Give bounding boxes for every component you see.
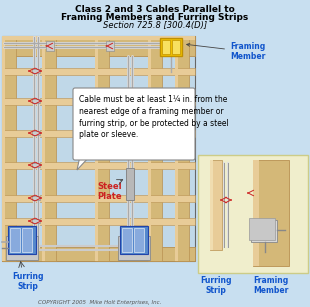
Bar (2, 98, 195, 105)
Bar (172, 40, 180, 54)
Bar (32, 69, 40, 73)
Text: Furring
Strip: Furring Strip (200, 276, 232, 295)
Bar (2, 36, 195, 40)
Bar (42, 36, 56, 261)
Bar (22, 228, 32, 252)
Bar (95, 36, 109, 261)
Text: Class 2 and 3 Cables Parallel to: Class 2 and 3 Cables Parallel to (75, 5, 235, 14)
Bar (32, 219, 40, 223)
Bar (2, 218, 195, 225)
Bar (134, 228, 144, 252)
Text: Furring
Strip: Furring Strip (12, 272, 44, 291)
FancyBboxPatch shape (73, 88, 195, 160)
Bar (42, 36, 45, 261)
Text: Framing
Member: Framing Member (187, 42, 265, 61)
Bar (120, 226, 148, 254)
Bar (175, 36, 178, 261)
Bar (8, 226, 36, 254)
Text: Cable must be at least 1¼ in. from the
nearest edge of a framing member or
furri: Cable must be at least 1¼ in. from the n… (79, 95, 229, 139)
Bar (106, 41, 114, 51)
Bar (126, 168, 134, 200)
Bar (32, 131, 40, 135)
Bar (210, 160, 222, 250)
Text: COPYRIGHT 2005  Mike Holt Enterprises, Inc.: COPYRIGHT 2005 Mike Holt Enterprises, In… (38, 300, 162, 305)
Bar (10, 228, 20, 252)
Bar (148, 36, 151, 261)
Bar (46, 41, 54, 51)
Bar (95, 36, 98, 261)
Text: Section 725.8 [300.4(D)]: Section 725.8 [300.4(D)] (103, 21, 207, 30)
Bar (118, 236, 150, 260)
Bar (2, 130, 195, 137)
Bar (198, 155, 308, 273)
Polygon shape (77, 156, 90, 170)
Bar (253, 160, 259, 266)
Bar (253, 160, 289, 266)
Bar (32, 99, 40, 103)
Bar (32, 196, 40, 200)
Bar (2, 195, 195, 202)
Bar (32, 163, 40, 167)
Bar (2, 247, 195, 261)
Text: Framing Members and Furring Strips: Framing Members and Furring Strips (61, 13, 249, 22)
Bar (2, 68, 195, 75)
Bar (2, 36, 5, 261)
Bar (249, 218, 275, 240)
Bar (122, 228, 132, 252)
Bar (148, 36, 162, 261)
Bar (2, 36, 195, 56)
Bar (160, 38, 182, 56)
Bar (251, 220, 277, 242)
Bar (175, 36, 189, 261)
Text: Framing
Member: Framing Member (253, 276, 289, 295)
Bar (6, 236, 38, 260)
Bar (2, 36, 16, 261)
Bar (2, 162, 195, 169)
Bar (162, 40, 170, 54)
Text: Steel
Plate: Steel Plate (98, 182, 122, 201)
Bar (210, 160, 213, 250)
Bar (2, 36, 195, 261)
